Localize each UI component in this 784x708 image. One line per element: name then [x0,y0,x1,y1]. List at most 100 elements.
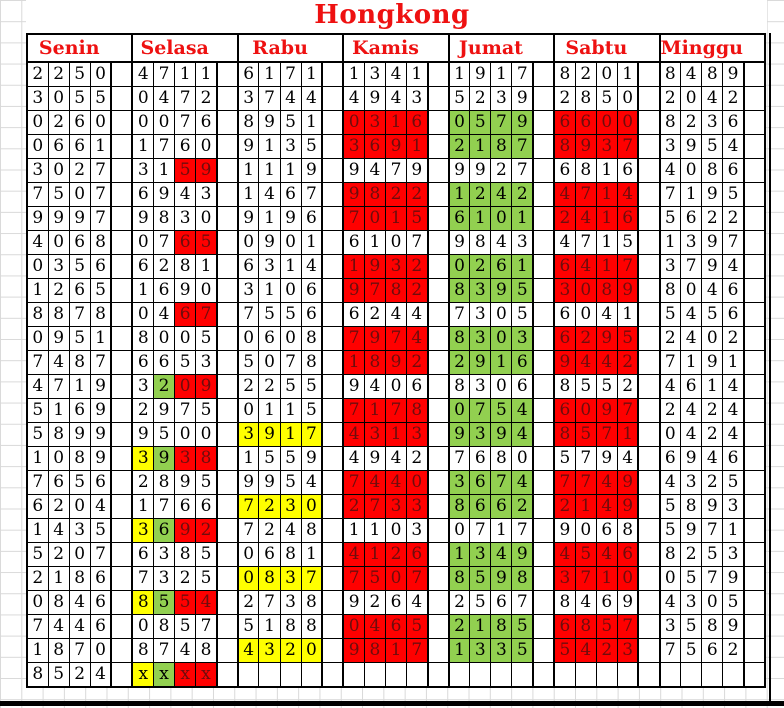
digit-cell[interactable]: 0 [574,302,597,327]
digit-cell[interactable]: 7 [680,254,703,279]
digit-cell[interactable]: 6 [490,494,513,519]
digit-cell[interactable]: 6 [47,470,70,495]
digit-cell[interactable]: 9 [174,518,197,543]
digit-cell[interactable]: 7 [174,110,197,135]
digit-cell[interactable]: 4 [680,398,703,423]
digit-cell[interactable]: 4 [701,278,724,303]
digit-cell[interactable]: 8 [68,350,91,375]
digit-cell[interactable]: 7 [511,158,534,183]
digit-cell[interactable]: 4 [89,662,112,688]
digit-cell[interactable]: 0 [680,158,703,183]
digit-cell[interactable]: 8 [553,422,576,447]
digit-cell[interactable]: 3 [174,446,197,471]
digit-cell[interactable]: 0 [89,638,112,663]
digit-cell[interactable] [511,662,534,688]
digit-cell[interactable]: 6 [153,278,176,303]
digit-cell[interactable]: 1 [342,518,365,543]
digit-cell[interactable]: 9 [680,518,703,543]
digit-cell[interactable]: 0 [89,61,112,87]
digit-cell[interactable]: 0 [131,614,155,639]
digit-cell[interactable]: 2 [131,470,155,495]
digit-cell[interactable]: 0 [131,86,155,111]
digit-cell[interactable]: 3 [553,566,576,591]
digit-cell[interactable]: 9 [469,158,492,183]
digit-cell[interactable]: 8 [384,278,408,303]
digit-cell[interactable]: 7 [279,350,302,375]
digit-cell[interactable]: 0 [659,422,682,447]
digit-cell[interactable] [553,662,576,688]
digit-cell[interactable]: 9 [237,206,260,231]
digit-cell[interactable]: 6 [153,350,176,375]
digit-cell[interactable] [384,662,408,688]
digit-cell[interactable]: 6 [300,278,323,303]
digit-cell[interactable]: 7 [342,206,365,231]
digit-cell[interactable]: 5 [511,278,534,303]
digit-cell[interactable]: 1 [448,542,471,567]
digit-cell[interactable]: 0 [153,326,176,351]
digit-cell[interactable]: 9 [701,182,724,207]
digit-cell[interactable]: 0 [448,110,471,135]
digit-cell[interactable]: 2 [701,398,724,423]
digit-cell[interactable] [574,662,597,688]
digit-cell[interactable]: 2 [469,254,492,279]
digit-cell[interactable]: 7 [384,158,408,183]
digit-cell[interactable]: 3 [258,254,281,279]
digit-cell[interactable]: 3 [47,254,70,279]
digit-cell[interactable]: 5 [300,398,323,423]
digit-cell[interactable]: 9 [363,254,386,279]
digit-cell[interactable]: 8 [47,302,70,327]
digit-cell[interactable]: 0 [490,206,513,231]
digit-cell[interactable]: 9 [490,422,513,447]
digit-cell[interactable]: 8 [300,614,323,639]
digit-cell[interactable]: 3 [659,134,682,159]
digit-cell[interactable]: 4 [384,86,408,111]
digit-cell[interactable] [595,662,618,688]
digit-cell[interactable]: 2 [258,374,281,399]
digit-cell[interactable]: 6 [616,206,639,231]
digit-cell[interactable]: 3 [131,518,155,543]
digit-cell[interactable]: 3 [406,422,429,447]
digit-cell[interactable]: 4 [659,590,682,615]
digit-cell[interactable]: 7 [300,566,323,591]
digit-cell[interactable]: 8 [448,566,471,591]
digit-cell[interactable]: 8 [680,494,703,519]
digit-cell[interactable]: 1 [300,110,323,135]
digit-cell[interactable]: 6 [553,158,576,183]
digit-cell[interactable]: 1 [26,278,49,303]
digit-cell[interactable]: 8 [68,446,91,471]
digit-cell[interactable]: 0 [26,110,49,135]
digit-cell[interactable]: 6 [68,278,91,303]
digit-cell[interactable]: 1 [26,518,49,543]
digit-cell[interactable]: 0 [574,278,597,303]
digit-cell[interactable]: 5 [279,302,302,327]
digit-cell[interactable]: 1 [511,254,534,279]
digit-cell[interactable]: 7 [574,182,597,207]
digit-cell[interactable]: 3 [195,350,218,375]
digit-cell[interactable]: 3 [659,254,682,279]
digit-cell[interactable]: 9 [553,350,576,375]
digit-cell[interactable]: 5 [701,542,724,567]
digit-cell[interactable]: 8 [574,614,597,639]
digit-cell[interactable]: 6 [595,518,618,543]
digit-cell[interactable]: 0 [595,110,618,135]
digit-cell[interactable]: 8 [279,542,302,567]
digit-cell[interactable]: 6 [174,302,197,327]
digit-cell[interactable]: 7 [406,230,429,255]
digit-cell[interactable]: 8 [68,566,91,591]
digit-cell[interactable]: 5 [279,374,302,399]
digit-cell[interactable]: 0 [511,446,534,471]
digit-cell[interactable]: 0 [384,518,408,543]
digit-cell[interactable]: 8 [300,326,323,351]
digit-cell[interactable]: 5 [89,278,112,303]
digit-cell[interactable]: 6 [722,446,745,471]
digit-cell[interactable]: 4 [680,422,703,447]
digit-cell[interactable]: 9 [258,230,281,255]
digit-cell[interactable]: 0 [701,326,724,351]
digit-cell[interactable]: 5 [680,638,703,663]
digit-cell[interactable]: 1 [279,398,302,423]
digit-cell[interactable]: 1 [511,206,534,231]
digit-cell[interactable]: 9 [153,398,176,423]
digit-cell[interactable]: 4 [153,86,176,111]
digit-cell[interactable]: 8 [47,590,70,615]
digit-cell[interactable] [258,662,281,688]
